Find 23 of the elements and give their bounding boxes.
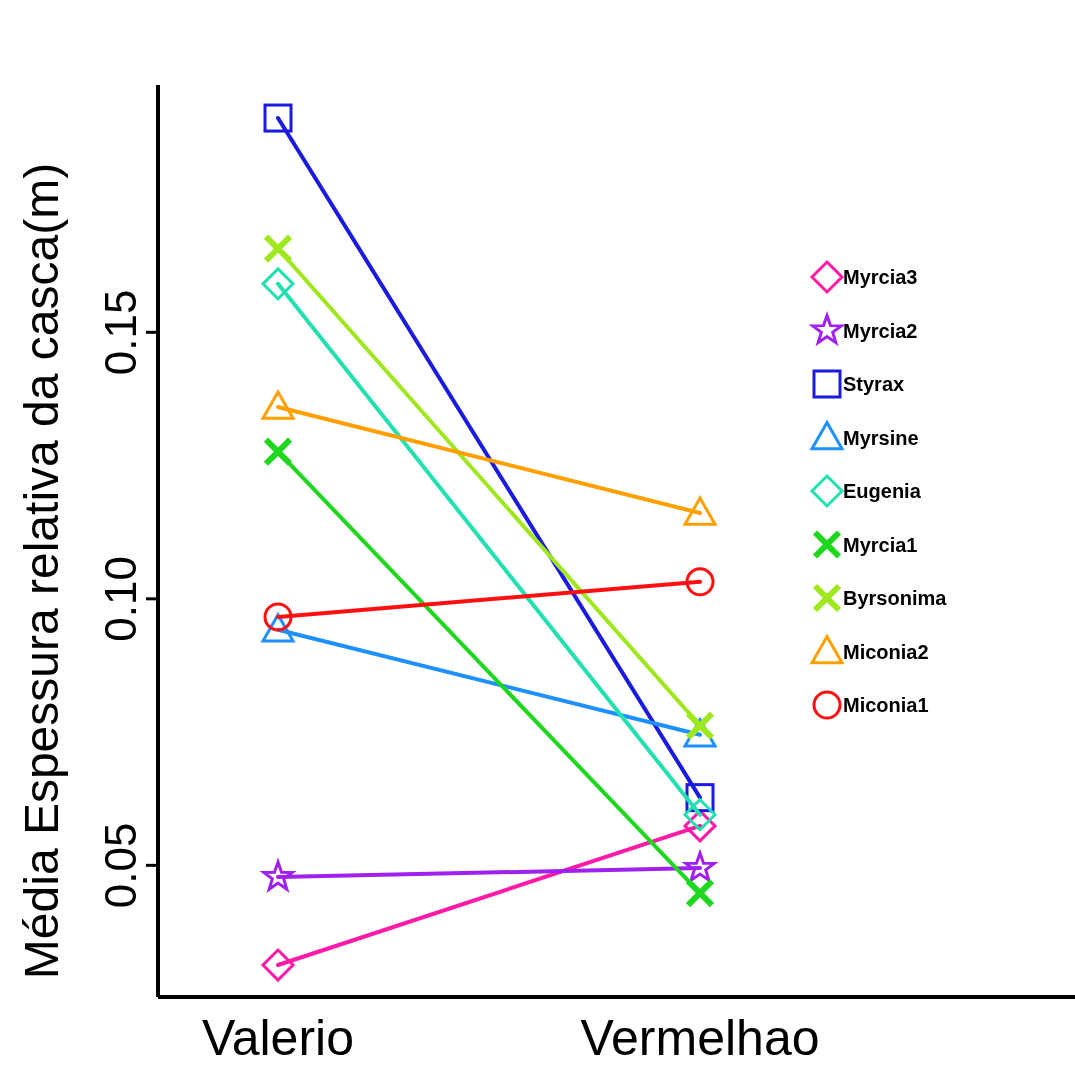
- point: [685, 878, 715, 908]
- legend-label: Byrsonima: [843, 587, 948, 609]
- y-tick-label: 0.10: [96, 556, 145, 642]
- legend-label: Myrsine: [843, 426, 919, 449]
- legend-label: Myrcia1: [843, 533, 918, 556]
- y-tick-label: 0.05: [96, 822, 145, 909]
- point: [261, 267, 295, 301]
- legend-label: Myrcia2: [843, 319, 918, 342]
- legend-label: Eugenia: [843, 480, 922, 502]
- point: [263, 437, 293, 466]
- point: [261, 948, 295, 982]
- point: [683, 798, 717, 832]
- point: [263, 103, 293, 133]
- legend-label: Miconia2: [843, 640, 929, 663]
- legend-label: Styrax: [843, 373, 905, 395]
- point: [263, 234, 293, 263]
- x-tick-label: Vermelhao: [580, 1010, 820, 1066]
- point: [685, 567, 715, 597]
- x-tick-label: Valerio: [202, 1010, 354, 1066]
- y-axis-title: Média Espessura relativa da casca(m): [15, 162, 68, 980]
- legend-label: Miconia1: [843, 694, 929, 716]
- legend-label: Myrcia3: [843, 266, 918, 288]
- y-tick-label: 0.15: [96, 289, 145, 376]
